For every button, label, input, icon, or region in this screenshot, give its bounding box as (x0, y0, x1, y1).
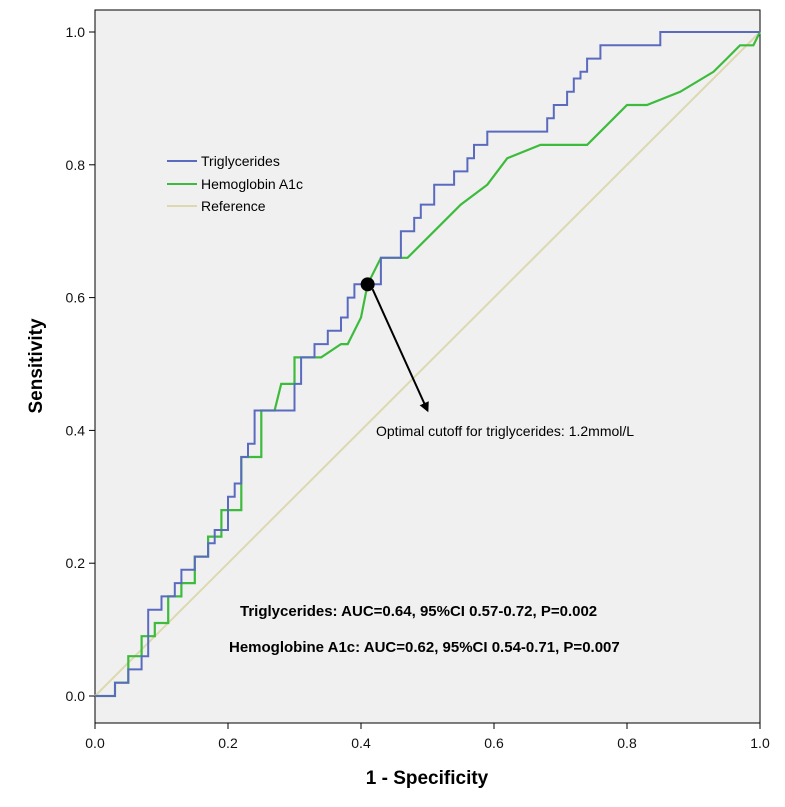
legend-label-triglycerides: Triglycerides (201, 153, 280, 169)
annotation-arrow (371, 288, 429, 413)
x-tick-label: 1.0 (750, 735, 770, 751)
y-axis: 0.0 0.2 0.4 0.6 0.8 1.0 (66, 24, 95, 704)
reference-line (94, 31, 761, 697)
y-tick-label: 1.0 (66, 24, 86, 40)
series-line-triglycerides (95, 31, 760, 697)
annotation-label: Optimal cutoff for triglycerides: 1.2mmo… (376, 423, 634, 439)
x-axis-title: 1 - Specificity (366, 768, 489, 789)
legend-label-reference: Reference (201, 198, 266, 214)
stats-triglycerides: Triglycerides: AUC=0.64, 95%CI 0.57-0.72… (240, 603, 597, 620)
stats-hemoglobin-a1c: Hemoglobine A1c: AUC=0.62, 95%CI 0.54-0.… (229, 639, 620, 656)
x-axis: 0.0 0.2 0.4 0.6 0.8 1.0 (85, 723, 770, 751)
y-tick-label: 0.6 (66, 290, 86, 306)
legend: Triglycerides Hemoglobin A1c Reference (167, 153, 303, 214)
plot-area (94, 9, 761, 724)
y-tick-label: 0.0 (66, 688, 86, 704)
y-tick-label: 0.2 (66, 555, 86, 571)
series-line-hemoglobin-a1c (95, 31, 761, 698)
x-tick-label: 0.4 (351, 735, 371, 751)
legend-label-hemoglobin-a1c: Hemoglobin A1c (201, 176, 303, 192)
x-tick-label: 0.8 (617, 735, 637, 751)
x-tick-label: 0.0 (85, 735, 105, 751)
y-axis-title: Sensitivity (26, 318, 47, 413)
x-tick-label: 0.2 (218, 735, 238, 751)
y-tick-label: 0.4 (66, 422, 86, 438)
y-tick-label: 0.8 (66, 157, 86, 173)
x-tick-label: 0.6 (484, 735, 504, 751)
optimal-cutoff-point (360, 277, 375, 292)
